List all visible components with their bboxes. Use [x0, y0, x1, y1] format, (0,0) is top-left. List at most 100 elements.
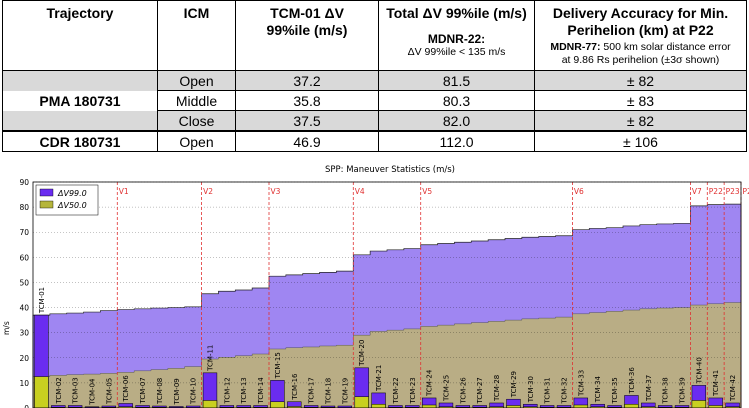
- cell-tcm: 37.5: [235, 110, 379, 132]
- bar-dv99: [253, 405, 268, 408]
- y-tick-label: 40: [19, 304, 29, 313]
- maneuver-label: TCM-32: [561, 377, 569, 404]
- maneuver-label: TCM-06: [122, 375, 130, 403]
- header-tcm01-line2: 99%ile (m/s): [266, 22, 348, 38]
- bar-dv50: [691, 400, 707, 408]
- maneuver-label: TCM-37: [645, 375, 653, 402]
- maneuver-label: TCM-09: [173, 378, 181, 405]
- maneuver-chart: SPP: Maneuver Statistics (m/s) 0 10 20 30 40…: [2, 165, 749, 408]
- event-marker-label: V2: [203, 187, 213, 196]
- header-total: Total ΔV 99%ile (m/s) MDNR-22: ΔV 99%ile…: [378, 0, 535, 71]
- bar-dv50: [34, 376, 49, 408]
- bar-dv50: [354, 396, 369, 408]
- y-tick-label: 70: [19, 228, 29, 237]
- cell-delivery: ± 106: [534, 130, 747, 152]
- header-trajectory: Trajectory: [2, 0, 158, 71]
- table-row: PMA 180731 Middle 35.8 80.3 ± 83: [2, 90, 747, 111]
- axes-frame: [32, 181, 742, 408]
- y-tick-label: 20: [19, 354, 29, 363]
- bar-dv99: [607, 405, 622, 408]
- table-row: Open 37.2 81.5 ± 82: [2, 70, 747, 91]
- maneuver-label: TCM-15: [274, 352, 282, 379]
- bar-dv99: [202, 372, 218, 408]
- header-tcm01: TCM-01 ΔV 99%ile (m/s): [235, 0, 379, 71]
- cell-total: 81.5: [378, 70, 535, 91]
- bar-dv99: [51, 405, 66, 408]
- maneuver-label: TCM-35: [611, 377, 619, 404]
- bar-dv50: [489, 406, 504, 408]
- event-marker-label: V1: [119, 187, 129, 196]
- legend: ΔV99.0 ΔV50.0: [35, 184, 99, 216]
- y-tick-label: 50: [19, 278, 29, 287]
- maneuver-label: TCM-03: [72, 377, 80, 404]
- plot-area: 0 10 20 30 40 50 60 70 80 90 V1 V2 V3 V4 V5 V6 V7 P22P23P…: [2, 178, 749, 408]
- y-tick-label: 60: [19, 253, 29, 262]
- bar-dv99: [135, 405, 150, 408]
- event-marker-label: V5: [422, 187, 432, 196]
- event-marker-label: P22: [709, 187, 723, 196]
- maneuver-label: TCM-28: [493, 375, 501, 402]
- maneuver-label: TCM-12: [223, 377, 231, 404]
- header-icm: ICM: [157, 0, 236, 71]
- bar-dv99: [556, 405, 572, 408]
- maneuver-label: TCM-08: [156, 378, 164, 405]
- event-marker-label: P24: [743, 187, 749, 196]
- maneuver-label: TCM-40: [695, 357, 703, 384]
- bar-dv50: [506, 405, 521, 408]
- bar-dv99: [388, 405, 403, 408]
- event-marker-label: V4: [355, 187, 365, 196]
- header-tcm01-line1: TCM-01 ΔV: [270, 5, 344, 21]
- y-tick-label: 80: [19, 203, 29, 212]
- maneuver-label: TCM-07: [139, 377, 147, 404]
- header-delivery-req: MDNR-77:: [550, 41, 601, 53]
- maneuver-label: TCM-34: [594, 375, 602, 403]
- cell-total: 80.3: [378, 90, 535, 111]
- bar-dv99: [590, 403, 605, 408]
- bar-dv99: [472, 405, 487, 408]
- cell-trajectory: PMA 180731: [2, 90, 158, 111]
- bar-dv50: [708, 405, 723, 408]
- bar-dv99: [438, 402, 454, 408]
- maneuver-label: TCM-14: [257, 377, 265, 405]
- maneuver-label: TCM-18: [325, 378, 333, 405]
- maneuver-label: TCM-01: [38, 287, 46, 314]
- bar-dv99: [236, 405, 251, 408]
- cell-trajectory: CDR 180731: [2, 130, 158, 152]
- maneuver-label: TCM-25: [443, 375, 451, 402]
- cell-icm: Close: [157, 110, 236, 132]
- bar-dv99: [641, 402, 656, 408]
- cell-delivery: ± 83: [534, 90, 747, 111]
- bar-dv50: [438, 406, 454, 408]
- cell-icm: Open: [157, 130, 236, 152]
- header-total-req-text: ΔV 99%ile < 135 m/s: [407, 46, 506, 58]
- maneuver-label: TCM-16: [291, 373, 299, 401]
- maneuver-label: TCM-17: [308, 377, 316, 404]
- maneuver-label: TCM-30: [527, 376, 535, 403]
- bar-dv99: [219, 405, 235, 408]
- event-marker-label: V7: [692, 187, 702, 196]
- bar-dv50: [118, 406, 133, 408]
- header-total-title: Total ΔV 99%ile (m/s): [386, 5, 527, 21]
- maneuver-label: TCM-19: [341, 378, 349, 405]
- bar-dv50: [202, 400, 218, 408]
- cell-total: 82.0: [378, 110, 535, 132]
- bar-dv99: [539, 405, 555, 408]
- maneuver-label: TCM-26: [459, 377, 467, 405]
- maneuver-label: TCM-29: [510, 371, 518, 398]
- maneuver-label: TCM-02: [55, 377, 63, 404]
- cell-delivery: ± 82: [534, 110, 747, 132]
- cell-icm: Middle: [157, 90, 236, 111]
- maneuver-label: TCM-13: [240, 377, 248, 404]
- bar-dv50: [371, 403, 386, 408]
- y-axis-label: m/s: [2, 321, 11, 335]
- maneuver-label: TCM-38: [662, 377, 670, 404]
- maneuver-label: TCM-22: [392, 377, 400, 404]
- bar-dv50: [725, 406, 740, 408]
- maneuver-label: TCM-31: [544, 377, 552, 404]
- summary-table: Trajectory ICM TCM-01 ΔV 99%ile (m/s) To…: [2, 0, 747, 152]
- header-delivery-line1: Delivery Accuracy for Min.: [552, 5, 729, 21]
- bar-dv99: [523, 403, 538, 408]
- header-delivery-line2: Perihelion (km) at P22: [567, 22, 714, 38]
- cell-tcm: 46.9: [235, 130, 379, 152]
- cell-tcm: 35.8: [235, 90, 379, 111]
